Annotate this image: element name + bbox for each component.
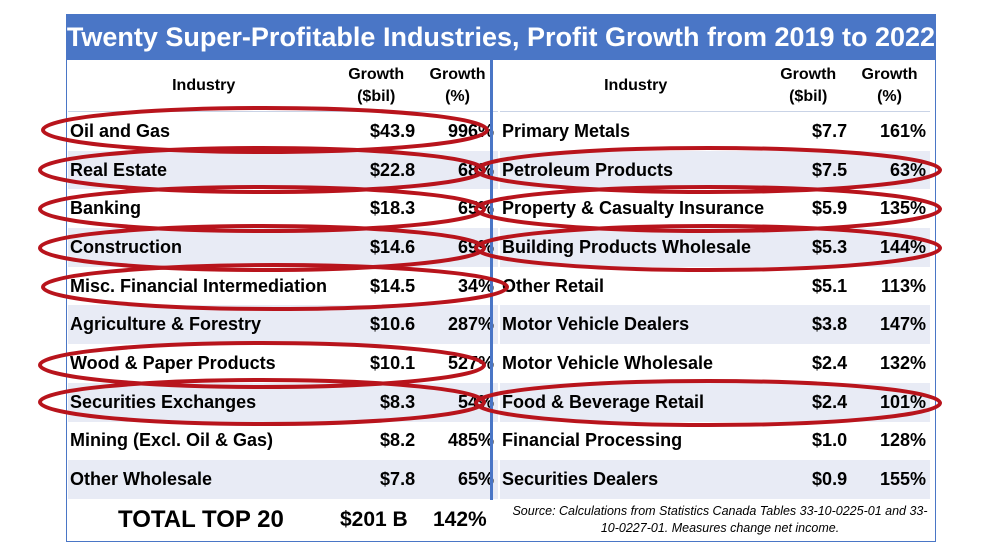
growth-bil-cell: $8.3 bbox=[380, 391, 416, 412]
table-row: Motor Vehicle Dealers $3.8 147% bbox=[500, 305, 930, 345]
industry-cell: Motor Vehicle Wholesale bbox=[502, 352, 714, 373]
industry-cell: Mining (Excl. Oil & Gas) bbox=[70, 430, 274, 451]
total-label: TOTAL TOP 20 bbox=[118, 506, 284, 533]
growth-pct-cell: 69% bbox=[457, 236, 494, 257]
table-row: Oil and Gas $43.9 996% bbox=[68, 112, 498, 151]
source-note: Source: Calculations from Statistics Can… bbox=[512, 504, 928, 535]
growth-bil-cell: $2.4 bbox=[812, 391, 848, 412]
industry-cell: Building Products Wholesale bbox=[502, 236, 752, 257]
growth-pct-cell: 485% bbox=[447, 430, 494, 451]
table-row: Motor Vehicle Wholesale $2.4 132% bbox=[500, 344, 930, 383]
industry-cell: Misc. Financial Intermediation bbox=[70, 275, 328, 296]
header-industry: Industry bbox=[172, 76, 236, 94]
growth-bil-cell: $22.8 bbox=[370, 159, 416, 180]
industry-cell: Securities Dealers bbox=[502, 469, 659, 490]
table-row: Financial Processing $1.0 128% bbox=[500, 422, 930, 461]
table-row: Other Retail $5.1 113% bbox=[500, 267, 930, 306]
industry-cell: Primary Metals bbox=[502, 120, 631, 141]
left-table: Industry Growth ($bil) Growth (%) Oil an… bbox=[68, 60, 498, 499]
industry-cell: Oil and Gas bbox=[70, 120, 171, 141]
table-header-row: Industry Growth ($bil) Growth (%) bbox=[500, 60, 930, 112]
growth-pct-cell: 54% bbox=[457, 391, 494, 412]
table-row: Construction $14.6 69% bbox=[68, 228, 498, 267]
table-header-row: Industry Growth ($bil) Growth (%) bbox=[68, 60, 498, 112]
growth-pct-cell: 68% bbox=[457, 159, 494, 180]
growth-bil-cell: $7.5 bbox=[812, 159, 848, 180]
table-row: Property & Casualty Insurance $5.9 135% bbox=[500, 189, 930, 228]
industry-cell: Petroleum Products bbox=[502, 159, 674, 180]
growth-pct-cell: 147% bbox=[879, 314, 926, 335]
growth-bil-cell: $18.3 bbox=[370, 198, 416, 219]
header-growth-pct: Growth (%) bbox=[861, 65, 918, 105]
table-row: Food & Beverage Retail $2.4 101% bbox=[500, 382, 930, 422]
industry-cell: Real Estate bbox=[70, 159, 168, 180]
table-row: Securities Exchanges $8.3 54% bbox=[68, 382, 498, 422]
industry-cell: Other Retail bbox=[502, 275, 605, 296]
growth-bil-cell: $2.4 bbox=[812, 352, 848, 373]
industry-cell: Property & Casualty Insurance bbox=[502, 198, 765, 219]
growth-bil-cell: $5.1 bbox=[812, 275, 848, 296]
growth-bil-cell: $14.5 bbox=[370, 275, 416, 296]
header-growth-bil: Growth ($bil) bbox=[348, 65, 405, 105]
growth-bil-cell: $8.2 bbox=[380, 430, 416, 451]
header-growth-bil: Growth ($bil) bbox=[780, 65, 837, 105]
growth-pct-cell: 144% bbox=[879, 236, 926, 257]
industry-cell: Securities Exchanges bbox=[70, 391, 257, 412]
table-row: Agriculture & Forestry $10.6 287% bbox=[68, 305, 498, 345]
growth-bil-cell: $3.8 bbox=[812, 314, 848, 335]
industry-cell: Agriculture & Forestry bbox=[70, 314, 262, 335]
table-row: Building Products Wholesale $5.3 144% bbox=[500, 228, 930, 267]
growth-pct-cell: 132% bbox=[879, 352, 926, 373]
growth-bil-cell: $7.8 bbox=[380, 469, 416, 490]
growth-bil-cell: $14.6 bbox=[370, 236, 416, 257]
industry-cell: Banking bbox=[70, 198, 142, 219]
growth-pct-cell: 135% bbox=[879, 198, 926, 219]
column-divider bbox=[490, 60, 493, 500]
growth-pct-cell: 65% bbox=[457, 198, 494, 219]
growth-pct-cell: 161% bbox=[879, 120, 926, 141]
table-row: Petroleum Products $7.5 63% bbox=[500, 150, 930, 190]
growth-pct-cell: 996% bbox=[447, 120, 494, 141]
growth-pct-cell: 527% bbox=[447, 352, 494, 373]
growth-bil-cell: $10.6 bbox=[370, 314, 416, 335]
growth-pct-cell: 65% bbox=[457, 469, 494, 490]
growth-pct-cell: 155% bbox=[879, 469, 926, 490]
header-growth-pct: Growth (%) bbox=[429, 65, 486, 105]
growth-bil-cell: $43.9 bbox=[370, 120, 416, 141]
growth-pct-cell: 287% bbox=[447, 314, 494, 335]
table-row: Wood & Paper Products $10.1 527% bbox=[68, 344, 498, 383]
page-title: Twenty Super-Profitable Industries, Prof… bbox=[66, 14, 936, 60]
growth-bil-cell: $0.9 bbox=[812, 469, 848, 490]
table-row: Banking $18.3 65% bbox=[68, 189, 498, 228]
growth-pct-cell: 63% bbox=[889, 159, 926, 180]
growth-pct-cell: 101% bbox=[879, 391, 926, 412]
growth-pct-cell: 113% bbox=[880, 275, 926, 296]
industry-cell: Wood & Paper Products bbox=[70, 352, 276, 373]
table-row: Other Wholesale $7.8 65% bbox=[68, 460, 498, 499]
growth-bil-cell: $7.7 bbox=[812, 120, 848, 141]
table-row: Mining (Excl. Oil & Gas) $8.2 485% bbox=[68, 422, 498, 461]
table-row: Misc. Financial Intermediation $14.5 34% bbox=[68, 267, 498, 306]
growth-pct-cell: 34% bbox=[457, 275, 494, 296]
table-row: Real Estate $22.8 68% bbox=[68, 150, 498, 190]
table-row: Securities Dealers $0.9 155% bbox=[500, 460, 930, 499]
table-row: Primary Metals $7.7 161% bbox=[500, 112, 930, 151]
header-industry: Industry bbox=[604, 76, 668, 94]
growth-bil-cell: $10.1 bbox=[370, 352, 416, 373]
growth-pct-cell: 128% bbox=[879, 430, 926, 451]
growth-bil-cell: $1.0 bbox=[812, 430, 848, 451]
total-growth-bil: $201 B bbox=[340, 508, 408, 531]
industry-cell: Food & Beverage Retail bbox=[502, 391, 705, 412]
industry-cell: Other Wholesale bbox=[70, 469, 213, 490]
growth-bil-cell: $5.3 bbox=[812, 236, 848, 257]
industry-cell: Motor Vehicle Dealers bbox=[502, 314, 690, 335]
total-growth-pct: 142% bbox=[433, 508, 487, 531]
growth-bil-cell: $5.9 bbox=[812, 198, 848, 219]
industry-cell: Construction bbox=[70, 236, 182, 257]
right-table: Industry Growth ($bil) Growth (%) Primar… bbox=[500, 60, 930, 499]
industry-cell: Financial Processing bbox=[502, 430, 683, 451]
